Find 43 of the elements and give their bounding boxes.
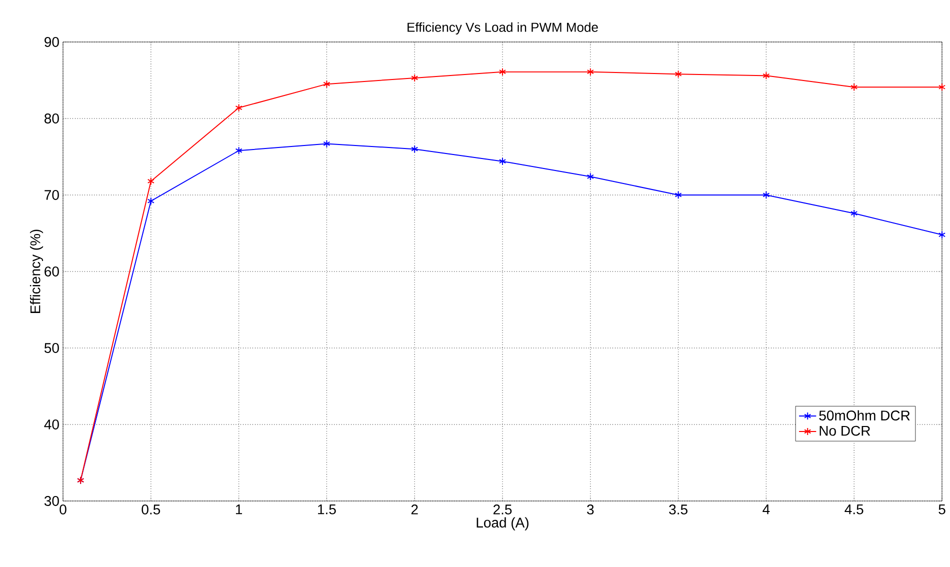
y-axis-title: Efficiency (%) [30,230,44,313]
point [586,68,594,76]
point [762,72,770,80]
legend-label: No DCR [820,426,870,436]
point [147,177,154,186]
point [762,190,770,199]
x-axis-title: Load (A) [476,517,528,530]
point [850,209,858,218]
point [411,74,418,82]
y-tick-label: 50 [44,343,59,353]
x-tick-label: 2.5 [493,504,512,514]
y-tick-label: 30 [44,496,59,506]
point [323,140,330,148]
point [235,146,242,155]
x-tick-label: 4 [762,504,770,514]
point [235,104,242,112]
x-tick-label: 0.5 [142,504,160,514]
point [674,70,682,78]
chart-title: Efficiency Vs Load in PWM Mode [408,22,598,34]
y-tick-label: 80 [44,114,59,124]
y-tick-label: 90 [44,37,59,47]
y-tick-label: 70 [44,190,59,200]
point [498,68,506,76]
point [674,190,682,199]
y-tick-label: 40 [44,420,59,430]
x-tick-label: 3 [587,504,594,514]
x-tick-label: 1 [236,504,242,514]
point [938,83,946,92]
x-tick-label: 2 [411,504,418,514]
point [938,230,946,239]
point [147,197,154,206]
legend-label: 50mOhm DCR [819,410,910,420]
x-tick-label: 3.5 [669,504,688,514]
point [586,172,594,181]
x-tick-label: 1.5 [318,504,336,514]
point [323,80,330,88]
x-tick-label: 5 [938,504,946,514]
point [411,145,418,154]
y-tick-label: 60 [44,266,59,276]
point [850,83,858,92]
x-tick-label: 0 [60,504,66,514]
x-tick-label: 4.5 [844,504,864,514]
point [498,157,506,166]
